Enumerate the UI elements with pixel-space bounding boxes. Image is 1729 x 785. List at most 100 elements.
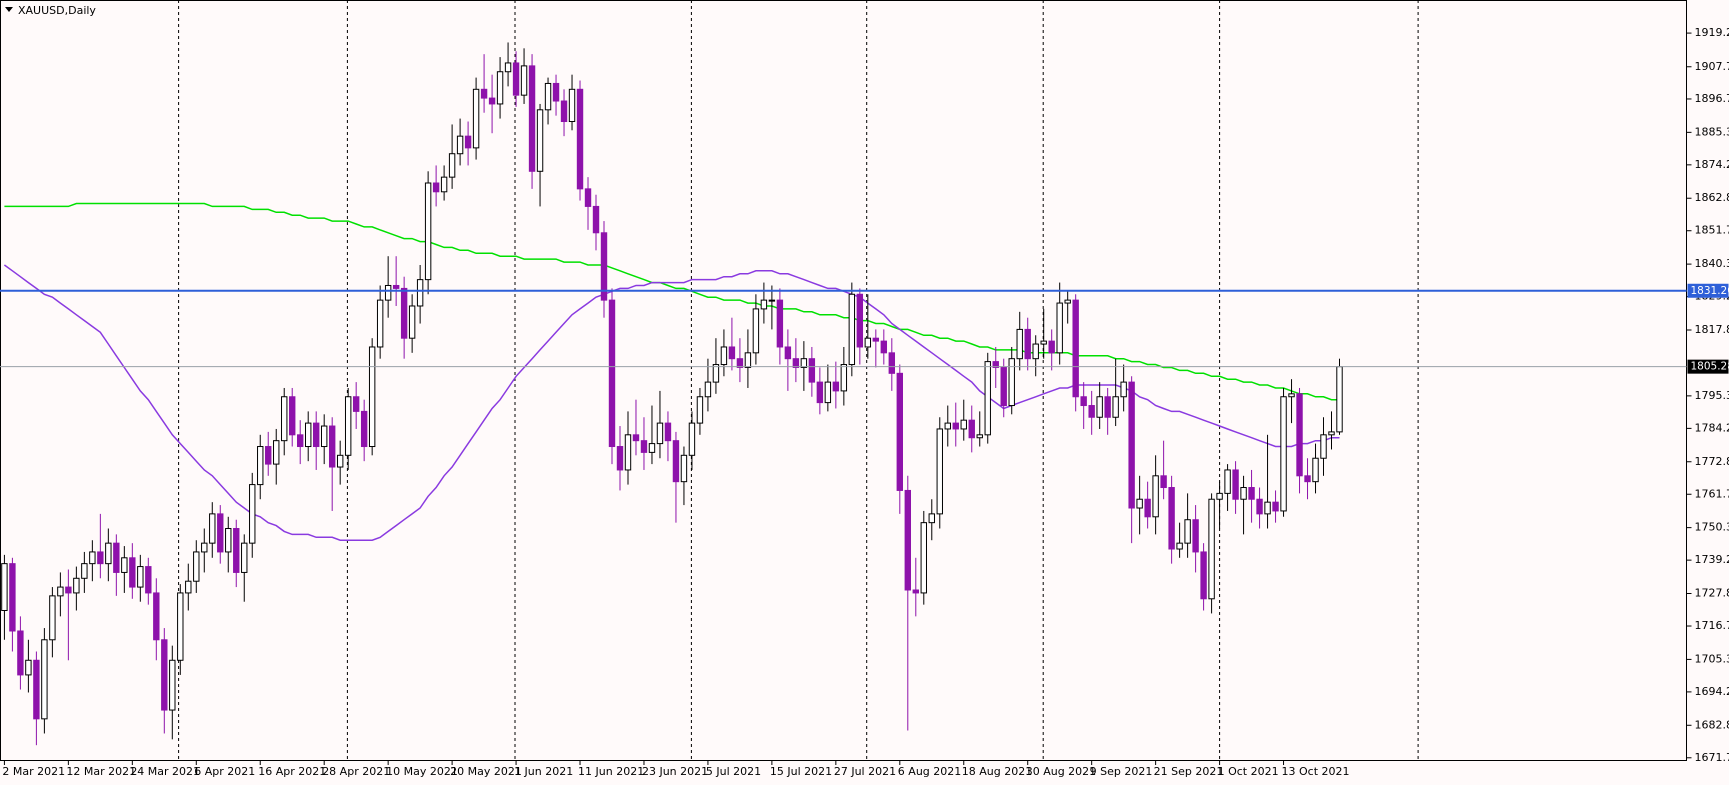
candle-body bbox=[1297, 394, 1302, 476]
candle-body bbox=[961, 420, 966, 429]
candle-body bbox=[1009, 359, 1014, 406]
candle-body bbox=[449, 154, 454, 177]
candle-body bbox=[122, 558, 127, 573]
candle-body bbox=[921, 523, 926, 593]
candle-body bbox=[1329, 432, 1334, 435]
candle-body bbox=[1201, 552, 1206, 599]
candle-body bbox=[1121, 382, 1126, 397]
candle-body bbox=[226, 529, 231, 552]
candle-body bbox=[681, 455, 686, 481]
candle-body bbox=[969, 420, 974, 438]
candle-body bbox=[769, 300, 774, 301]
candle-body bbox=[1041, 341, 1046, 344]
candle-body bbox=[937, 429, 942, 514]
x-tick-label: 12 Mar 2021 bbox=[66, 765, 136, 778]
y-tick-label: 1739.20 bbox=[1695, 553, 1729, 566]
x-tick-label: 6 Aug 2021 bbox=[898, 765, 961, 778]
candle-body bbox=[337, 455, 342, 467]
x-tick-label: 2 Mar 2021 bbox=[2, 765, 65, 778]
candle-body bbox=[98, 552, 103, 564]
candle-body bbox=[369, 347, 374, 447]
candle-body bbox=[234, 529, 239, 573]
candle-body bbox=[689, 423, 694, 455]
candle-body bbox=[1049, 341, 1054, 353]
candle-body bbox=[953, 423, 958, 429]
candle-body bbox=[897, 373, 902, 490]
candle-body bbox=[74, 578, 79, 593]
candle-body bbox=[1225, 470, 1230, 493]
candle-body bbox=[1137, 499, 1142, 508]
candle-body bbox=[393, 285, 398, 288]
candle-body bbox=[329, 426, 334, 467]
candle-body bbox=[473, 89, 478, 148]
y-tick-label: 1919.20 bbox=[1695, 26, 1729, 39]
candle-body bbox=[306, 423, 311, 446]
candle-body bbox=[945, 423, 950, 429]
price-label: 1805.28 bbox=[1691, 361, 1729, 373]
candle-body bbox=[873, 338, 878, 341]
candle-body bbox=[665, 423, 670, 441]
candle-body bbox=[985, 362, 990, 435]
y-tick-label: 1896.70 bbox=[1695, 92, 1729, 105]
candle-body bbox=[561, 101, 566, 121]
candle-body bbox=[841, 365, 846, 391]
candle-body bbox=[146, 567, 151, 593]
x-tick-label: 9 Sep 2021 bbox=[1090, 765, 1153, 778]
candle-body bbox=[50, 596, 55, 640]
candle-body bbox=[1177, 543, 1182, 549]
candle-body bbox=[745, 353, 750, 368]
candle-body bbox=[186, 581, 191, 593]
candle-body bbox=[761, 300, 766, 309]
candle-body bbox=[729, 347, 734, 359]
y-tick-label: 1907.70 bbox=[1695, 60, 1729, 73]
candle-body bbox=[58, 587, 63, 596]
x-tick-label: 11 Jun 2021 bbox=[578, 765, 644, 778]
candle-body bbox=[1089, 406, 1094, 418]
candle-body bbox=[202, 543, 207, 552]
candle-body bbox=[809, 359, 814, 382]
candle-body bbox=[130, 558, 135, 587]
candle-body bbox=[385, 285, 390, 300]
candle-body bbox=[593, 206, 598, 232]
y-tick-label: 1784.20 bbox=[1695, 421, 1729, 434]
candle-body bbox=[881, 341, 886, 353]
candle-body bbox=[1025, 329, 1030, 358]
candle-body bbox=[274, 441, 279, 464]
y-tick-label: 1772.80 bbox=[1695, 455, 1729, 468]
candle-body bbox=[82, 564, 87, 579]
candle-body bbox=[242, 543, 247, 572]
candle-body bbox=[170, 660, 175, 710]
x-tick-label: 30 Aug 2021 bbox=[1026, 765, 1096, 778]
candle-body bbox=[513, 63, 518, 95]
candle-body bbox=[697, 397, 702, 423]
candle-body bbox=[825, 382, 830, 402]
candle-body bbox=[529, 66, 534, 171]
y-tick-label: 1716.70 bbox=[1695, 619, 1729, 632]
candle-body bbox=[649, 444, 654, 453]
candle-body bbox=[1321, 435, 1326, 458]
candle-body bbox=[833, 382, 838, 391]
y-tick-label: 1874.20 bbox=[1695, 158, 1729, 171]
x-tick-label: 21 Sep 2021 bbox=[1154, 765, 1224, 778]
candle-body bbox=[497, 72, 502, 104]
x-tick-label: 24 Mar 2021 bbox=[130, 765, 200, 778]
candle-body bbox=[353, 397, 358, 412]
candle-body bbox=[162, 640, 167, 710]
y-tick-label: 1862.80 bbox=[1695, 191, 1729, 204]
candle-body bbox=[1217, 493, 1222, 499]
y-tick-label: 1705.30 bbox=[1695, 652, 1729, 665]
candle-body bbox=[433, 183, 438, 192]
candle-body bbox=[1145, 499, 1150, 517]
candle-body bbox=[1289, 394, 1294, 397]
candle-body bbox=[1097, 397, 1102, 417]
x-tick-label: 13 Oct 2021 bbox=[1282, 765, 1350, 778]
x-tick-label: 1 Oct 2021 bbox=[1218, 765, 1279, 778]
y-tick-label: 1840.30 bbox=[1695, 257, 1729, 270]
candle-body bbox=[290, 397, 295, 435]
candle-body bbox=[1185, 520, 1190, 543]
candle-body bbox=[1313, 458, 1318, 481]
candle-body bbox=[785, 347, 790, 359]
candle-body bbox=[1081, 397, 1086, 406]
